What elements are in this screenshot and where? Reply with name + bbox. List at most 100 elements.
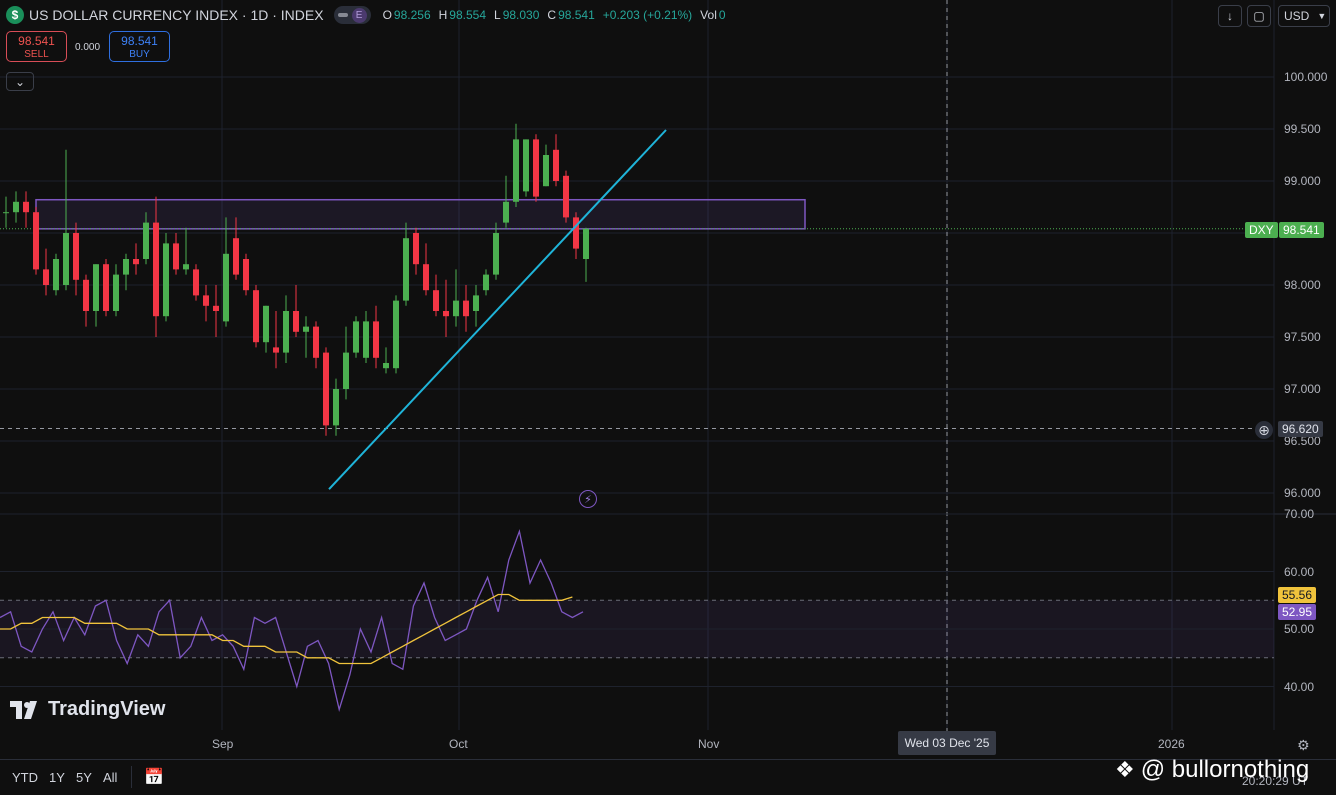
visibility-pill[interactable]: E	[333, 6, 371, 24]
candle-body	[463, 300, 469, 317]
candle-body	[383, 363, 389, 369]
change-value: +0.203 (+0.21%)	[602, 8, 693, 22]
ohlc-values: O 98.256 H 98.554 L 98.030 C 98.541 +0.203 (…	[383, 8, 732, 22]
candle-body	[73, 233, 79, 280]
current-symbol-tag: DXY	[1245, 222, 1278, 238]
candle-body	[83, 279, 89, 311]
candle-body	[393, 300, 399, 369]
price-tick-label: 97.000	[1284, 382, 1321, 396]
trendline	[328, 129, 667, 490]
candle-body	[323, 352, 329, 426]
supply-zone	[35, 198, 806, 230]
candle-body	[3, 212, 9, 214]
chevron-down-icon: ▼	[1317, 11, 1327, 21]
candle-body	[513, 139, 519, 202]
currency-value: USD	[1284, 9, 1310, 23]
candle-body	[123, 259, 129, 275]
candle-body	[373, 321, 379, 358]
sell-button[interactable]: 98.541 SELL	[6, 31, 67, 62]
tradingview-logo-text: TradingView	[48, 698, 166, 720]
candle-body	[523, 139, 529, 192]
price-tick-label: 96.000	[1284, 486, 1321, 500]
price-tick-label: 98.000	[1284, 278, 1321, 292]
candle-body	[153, 222, 159, 317]
fullscreen-button[interactable]: ▢	[1247, 5, 1271, 27]
currency-select[interactable]: USD ▼	[1278, 5, 1330, 27]
candle-body	[493, 233, 499, 275]
candle-body	[163, 243, 169, 317]
sell-label: SELL	[24, 49, 49, 60]
high-label: H	[438, 8, 448, 22]
candle-body	[483, 274, 489, 291]
candle-body	[433, 290, 439, 311]
candle-body	[233, 238, 239, 275]
range-ytd[interactable]: YTD	[12, 770, 38, 785]
candle-body	[283, 311, 289, 353]
open-value: 98.256	[393, 8, 431, 22]
candle-body	[53, 259, 59, 291]
rsi-tick-label: 70.00	[1284, 507, 1315, 521]
bottom-toolbar	[0, 759, 1336, 795]
time-label-2026: 2026	[1158, 737, 1185, 751]
close-value: 98.541	[558, 8, 595, 22]
range-5y[interactable]: 5Y	[76, 770, 92, 785]
low-label: L	[494, 8, 501, 22]
exchange-badge: E	[351, 7, 367, 23]
candle-body	[553, 149, 559, 181]
tradingview-logo[interactable]: TradingView	[10, 698, 165, 721]
candle-body	[23, 201, 29, 213]
time-label-sep: Sep	[212, 737, 234, 751]
collapse-legend-button[interactable]: ⌄	[6, 72, 34, 91]
candle-body	[543, 155, 549, 187]
price-tick-label: 100.000	[1284, 70, 1328, 84]
candle-body	[263, 305, 269, 343]
candle-body	[333, 389, 339, 426]
candle-body	[273, 347, 279, 353]
candle-body	[293, 311, 299, 332]
rsi-tick-label: 50.00	[1284, 622, 1315, 636]
date-range-calendar-icon[interactable]: 📅	[144, 769, 164, 786]
price-tick-label: 99.000	[1284, 174, 1321, 188]
volume-value: 0	[718, 8, 726, 22]
binance-diamond-icon: ❖	[1115, 757, 1135, 782]
candle-body	[243, 259, 249, 291]
open-label: O	[382, 8, 392, 22]
buy-button[interactable]: 98.541 BUY	[109, 31, 170, 62]
fullscreen-icon: ▢	[1253, 9, 1265, 23]
range-all[interactable]: All	[103, 770, 118, 785]
download-button[interactable]: ↓	[1218, 5, 1242, 27]
candle-body	[313, 326, 319, 358]
candle-body	[193, 269, 199, 296]
candle-body	[423, 264, 429, 291]
sell-price: 98.541	[18, 34, 55, 48]
time-label-oct: Oct	[449, 737, 468, 751]
symbol-title[interactable]: US DOLLAR CURRENCY INDEX · 1D · INDEX	[29, 7, 324, 23]
candle-body	[253, 290, 259, 343]
candle-body	[573, 217, 579, 249]
rsi-line	[0, 528, 584, 713]
rsi-ma-line	[0, 593, 573, 665]
symbol-header: $ US DOLLAR CURRENCY INDEX · 1D · INDEX …	[6, 4, 732, 26]
watermark: ❖ @ bullornothing	[1115, 756, 1309, 784]
dollar-icon: $	[6, 6, 24, 24]
rsi-ma-tag: 55.56	[1278, 587, 1317, 603]
low-value: 98.030	[502, 8, 540, 22]
candles	[3, 123, 589, 436]
add-alert-icon[interactable]: ⊕	[1255, 421, 1273, 439]
eye-toggle-icon[interactable]	[337, 13, 348, 17]
candle-body	[43, 269, 49, 285]
close-label: C	[547, 8, 557, 22]
candle-body	[13, 201, 19, 213]
lightning-icon[interactable]: ⚡	[579, 490, 597, 508]
watermark-text: @ bullornothing	[1140, 756, 1310, 783]
settings-gear-icon[interactable]: ⚙	[1297, 737, 1310, 753]
range-1y[interactable]: 1Y	[49, 770, 65, 785]
tv-logo-icon	[10, 700, 37, 719]
high-value: 98.554	[449, 8, 486, 22]
candle-body	[343, 352, 349, 389]
spread-value: 0.000	[75, 42, 101, 53]
candle-body	[93, 264, 99, 311]
candle-body	[143, 222, 149, 259]
candle-body	[533, 139, 539, 197]
